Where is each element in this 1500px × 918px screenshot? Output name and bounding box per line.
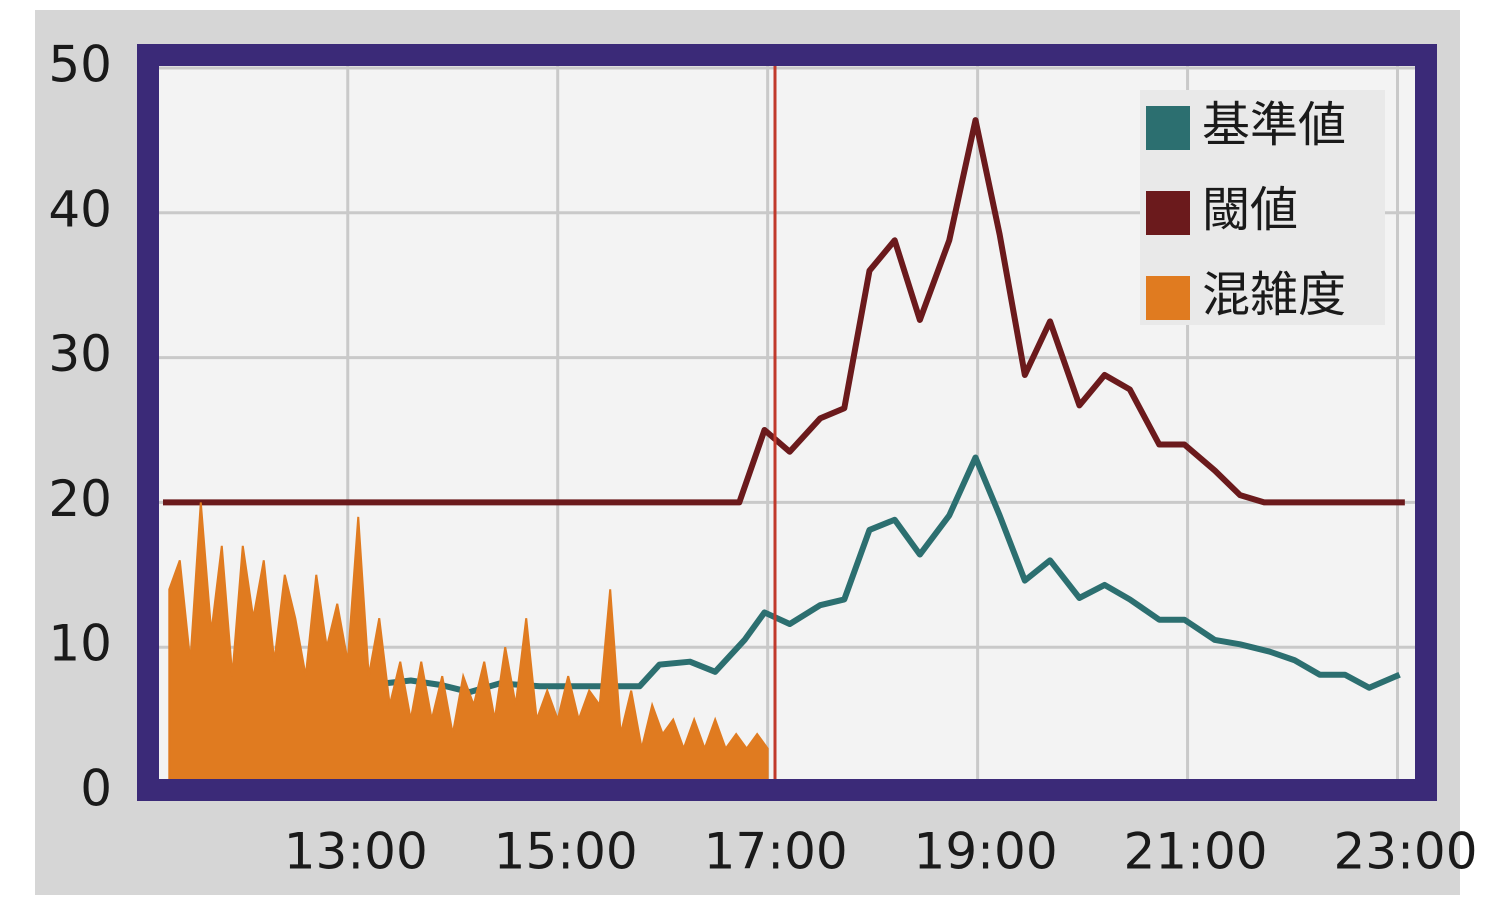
legend-swatch bbox=[1146, 191, 1190, 235]
frame bbox=[137, 44, 1437, 801]
x-tick-label: 13:00 bbox=[284, 823, 428, 881]
y-tick-label: 50 bbox=[48, 36, 112, 94]
legend-label: 基準値 bbox=[1202, 97, 1346, 153]
y-tick-label: 0 bbox=[80, 760, 112, 818]
legend-label: 混雑度 bbox=[1202, 267, 1346, 323]
x-tick-label: 21:00 bbox=[1124, 823, 1268, 881]
legend-label: 閾値 bbox=[1202, 182, 1298, 238]
legend-swatch bbox=[1146, 106, 1190, 150]
x-tick-label: 15:00 bbox=[494, 823, 638, 881]
x-tick-label: 17:00 bbox=[704, 823, 848, 881]
line bbox=[163, 117, 1405, 506]
y-tick-label: 10 bbox=[48, 615, 112, 673]
x-tick-label: 23:00 bbox=[1333, 823, 1477, 881]
y-tick-label: 20 bbox=[48, 470, 112, 528]
y-tick-label: 40 bbox=[48, 180, 112, 238]
line bbox=[384, 454, 1401, 696]
legend-swatch bbox=[1146, 276, 1190, 320]
y-tick-label: 30 bbox=[48, 325, 112, 383]
x-tick-label: 19:00 bbox=[914, 823, 1058, 881]
area bbox=[168, 502, 769, 793]
